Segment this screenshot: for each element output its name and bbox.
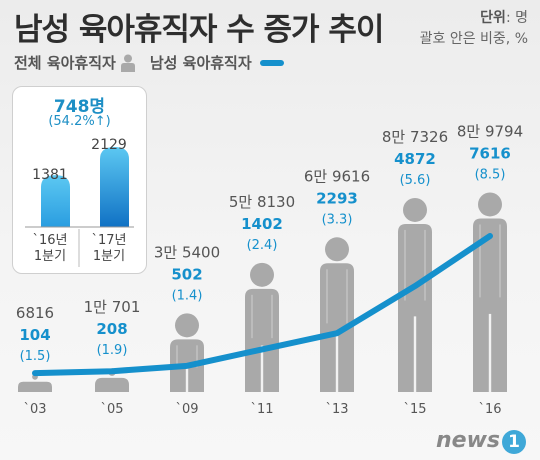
total-figure-15 [398, 197, 432, 392]
unit-value: : 명 [505, 10, 528, 26]
x-tick-label: `09 [175, 402, 198, 417]
person-arm-line [326, 269, 328, 324]
person-head [325, 237, 349, 262]
x-tick-label: `11 [250, 402, 273, 417]
person-leg-gap [185, 368, 189, 392]
total-value-label: 6만 9616 [304, 167, 370, 185]
person-body [18, 381, 52, 392]
person-arm-line [499, 224, 501, 298]
brand-logo: news 1 [436, 428, 526, 454]
total-value-label: 8만 9794 [457, 122, 523, 140]
person-body [320, 263, 354, 392]
male-share-label: (1.9) [97, 343, 128, 358]
person-head [175, 313, 199, 338]
unit-note-share: 괄호 안은 비중, % [419, 31, 528, 47]
male-share-label: (3.3) [322, 212, 353, 227]
male-value-label: 4872 [394, 150, 436, 168]
total-figure-09 [170, 313, 204, 392]
inset-increase-pct: (54.2%↑) [48, 114, 111, 129]
inset-bar [41, 175, 70, 227]
person-head [403, 197, 427, 222]
male-value-label: 7616 [469, 144, 511, 162]
person-body [398, 223, 432, 392]
inset-bar-label-2016-year: `16년 [32, 233, 68, 248]
legend-total-label: 전체 육아휴직자 [14, 54, 116, 72]
total-value-label: 1만 701 [84, 298, 141, 316]
person-arm-line [251, 294, 253, 339]
page-title: 남성 육아휴직자 수 증가 추이 [14, 12, 384, 48]
person-leg-gap [413, 316, 417, 392]
male-share-label: (1.5) [20, 349, 51, 364]
inset-bar-label-2017: `17년 1분기 [87, 233, 131, 265]
person-head [250, 262, 274, 287]
person-arm-line [176, 345, 178, 368]
person-leg-gap [335, 334, 339, 392]
male-series-line [32, 233, 493, 377]
person-head [478, 192, 502, 217]
inset-bar-value-2016: 1381 [32, 167, 68, 183]
legend: 전체 육아휴직자 남성 육아휴직자 [14, 52, 284, 73]
person-arm-line [479, 224, 481, 298]
total-value-label: 3만 5400 [154, 243, 220, 261]
male-value-label: 2293 [316, 189, 358, 207]
x-tick-label: `13 [325, 402, 348, 417]
inset-bar-label-2016: `16년 1분기 [28, 233, 72, 265]
x-tick-label: `03 [23, 402, 46, 417]
x-tick-label: `05 [100, 402, 123, 417]
male-value-label: 1402 [241, 215, 283, 233]
legend-male-label: 남성 육아휴직자 [149, 54, 252, 72]
total-figure-11 [245, 262, 279, 392]
male-share-label: (8.5) [475, 167, 506, 182]
person-leg-gap [488, 313, 492, 392]
person-arm-line [196, 345, 198, 368]
unit-label: 단위 [480, 10, 506, 26]
male-share-label: (2.4) [247, 238, 278, 253]
male-share-label: (1.4) [172, 288, 203, 303]
person-arm-line [346, 269, 348, 324]
inset-increase: 748명 [53, 97, 106, 117]
total-value-label: 8만 7326 [382, 128, 448, 146]
inset-bar-label-2017-quarter: 1분기 [92, 249, 126, 264]
inset-bar-label-2017-year: `17년 [91, 233, 127, 248]
inset-bars [25, 147, 134, 267]
male-value-label: 502 [171, 265, 202, 283]
person-body [245, 288, 279, 392]
inset-quarter-compare: 748명 (54.2%↑) 1381 2129 `16년 1분기 `17년 1분… [12, 86, 147, 274]
inset-bar-label-2016-quarter: 1분기 [33, 249, 67, 264]
male-share-label: (5.6) [400, 173, 431, 188]
person-arm-line [424, 229, 426, 301]
person-leg-gap [260, 345, 264, 392]
inset-bar-value-2017: 2129 [91, 137, 127, 153]
x-tick-label: `16 [478, 402, 501, 417]
person-arm-line [404, 229, 406, 301]
total-figure-13 [320, 237, 354, 392]
person-body [95, 377, 129, 392]
person-icon [120, 54, 135, 72]
person-body [473, 218, 507, 392]
person-arm-line [271, 294, 273, 339]
brand-text: news [435, 428, 500, 453]
total-figure-03 [18, 374, 52, 392]
inset-bar [100, 147, 129, 227]
legend-line-swatch [259, 59, 284, 66]
total-value-label: 6816 [16, 304, 54, 322]
unit-note: 단위: 명 괄호 안은 비중, % [420, 8, 528, 50]
x-tick-label: `15 [403, 402, 426, 417]
male-value-label: 104 [19, 326, 50, 344]
male-value-label: 208 [96, 320, 127, 338]
total-value-label: 5만 8130 [229, 193, 295, 211]
total-figure-16 [473, 192, 507, 392]
brand-mark: 1 [502, 430, 526, 454]
